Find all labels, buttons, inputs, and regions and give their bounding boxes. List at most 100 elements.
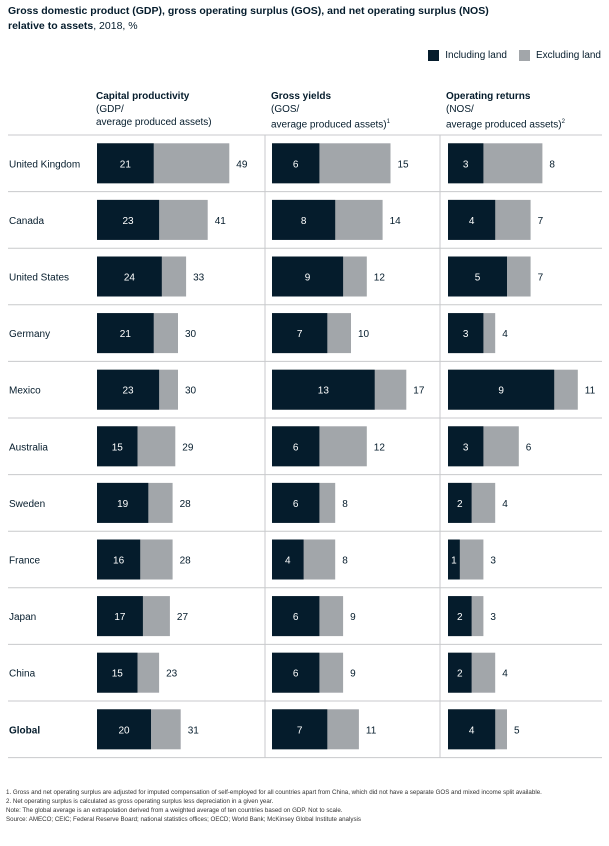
data-label-excluding: 14 bbox=[390, 216, 402, 227]
data-label-including: 5 bbox=[475, 273, 481, 284]
column-subtitle-line2: average produced assets) bbox=[96, 117, 212, 128]
data-label-including: 1 bbox=[451, 556, 457, 567]
chart-title: Gross domestic product (GDP), gross oper… bbox=[8, 4, 603, 34]
data-label-including: 4 bbox=[285, 556, 291, 567]
category-label: Germany bbox=[9, 329, 50, 340]
data-label-including: 19 bbox=[117, 499, 129, 510]
bar-including-land bbox=[97, 256, 162, 297]
data-label-excluding: 8 bbox=[342, 499, 348, 510]
bar-including-land bbox=[272, 256, 344, 297]
bar-including-land bbox=[448, 482, 472, 523]
chart-title-line2: relative to assets, 2018, % bbox=[8, 19, 603, 34]
data-label-including: 6 bbox=[293, 499, 299, 510]
data-label-including: 3 bbox=[463, 329, 469, 340]
bar-including-land bbox=[97, 369, 160, 410]
footnote-ref-1: 1 bbox=[386, 119, 390, 125]
category-label: Sweden bbox=[9, 499, 45, 510]
data-label-excluding: 4 bbox=[502, 669, 508, 680]
category-label: Australia bbox=[9, 442, 48, 453]
footnotes: 1. Gross and net operating surplus are a… bbox=[6, 788, 604, 824]
chart-title-line1: Gross domestic product (GDP), gross oper… bbox=[8, 5, 489, 17]
data-label-excluding: 4 bbox=[502, 499, 508, 510]
data-label-excluding: 6 bbox=[526, 442, 532, 453]
bar-including-land bbox=[448, 709, 496, 750]
data-label-including: 15 bbox=[112, 669, 124, 680]
bar-including-land bbox=[272, 709, 328, 750]
category-label: Japan bbox=[9, 612, 36, 623]
chart-title-bold-part: relative to assets bbox=[8, 20, 94, 32]
data-label-including: 6 bbox=[293, 612, 299, 623]
data-label-excluding: 29 bbox=[182, 442, 194, 453]
data-label-including: 24 bbox=[124, 273, 136, 284]
data-label-excluding: 49 bbox=[236, 159, 248, 170]
column-title: Gross yields bbox=[271, 91, 332, 102]
legend-label-excluding: Excluding land bbox=[535, 50, 601, 61]
data-label-excluding: 7 bbox=[538, 216, 544, 227]
data-label-including: 9 bbox=[305, 273, 311, 284]
data-label-including: 2 bbox=[457, 669, 463, 680]
data-label-including: 7 bbox=[297, 329, 303, 340]
bar-including-land bbox=[448, 256, 507, 297]
bar-including-land bbox=[97, 313, 154, 354]
data-label-excluding: 11 bbox=[366, 725, 377, 736]
bar-including-land bbox=[97, 596, 143, 637]
footnote-1: 1. Gross and net operating surplus are a… bbox=[6, 789, 542, 796]
legend-swatch-including bbox=[428, 50, 440, 61]
footnote-ref-2: 2 bbox=[561, 119, 565, 125]
data-label-including: 6 bbox=[293, 669, 299, 680]
data-label-including: 23 bbox=[122, 386, 134, 397]
data-label-including: 9 bbox=[498, 386, 504, 397]
data-label-excluding: 10 bbox=[358, 329, 370, 340]
data-label-including: 2 bbox=[457, 612, 463, 623]
data-label-excluding: 28 bbox=[180, 556, 192, 567]
category-label: Canada bbox=[9, 216, 44, 227]
column-subtitle-line2: average produced assets) bbox=[446, 119, 562, 131]
data-label-including: 2 bbox=[457, 499, 463, 510]
bar-including-land bbox=[272, 313, 328, 354]
bar-including-land bbox=[97, 143, 154, 184]
bar-including-land bbox=[272, 652, 320, 693]
bar-including-land bbox=[448, 313, 484, 354]
bar-including-land bbox=[97, 709, 151, 750]
bar-including-land bbox=[97, 199, 160, 240]
footnote-source: Source: AMECO; CEIC; Federal Reserve Boa… bbox=[6, 816, 362, 823]
column-subtitle-line2: average produced assets) bbox=[271, 119, 387, 131]
bar-including-land bbox=[448, 652, 472, 693]
data-label-including: 23 bbox=[122, 216, 134, 227]
data-label-including: 13 bbox=[318, 386, 330, 397]
data-label-excluding: 12 bbox=[374, 442, 386, 453]
bar-including-land bbox=[448, 539, 460, 580]
data-label-excluding: 23 bbox=[166, 669, 178, 680]
data-label-excluding: 12 bbox=[374, 273, 386, 284]
data-label-excluding: 17 bbox=[413, 386, 425, 397]
data-label-including: 3 bbox=[463, 442, 469, 453]
bar-including-land bbox=[448, 426, 484, 467]
category-label: China bbox=[9, 669, 36, 680]
data-label-including: 17 bbox=[114, 612, 126, 623]
data-label-excluding: 28 bbox=[180, 499, 192, 510]
bar-including-land bbox=[97, 652, 138, 693]
data-label-excluding: 9 bbox=[350, 669, 356, 680]
data-label-including: 21 bbox=[120, 329, 132, 340]
category-label: Global bbox=[9, 725, 40, 736]
legend-label-including: Including land bbox=[445, 50, 507, 61]
category-label: United Kingdom bbox=[9, 159, 80, 170]
column-subtitle-line1: (GOS/ bbox=[271, 104, 300, 115]
data-label-including: 4 bbox=[469, 216, 475, 227]
data-label-including: 6 bbox=[293, 442, 299, 453]
data-label-excluding: 27 bbox=[177, 612, 189, 623]
category-label: United States bbox=[9, 273, 69, 284]
bar-including-land bbox=[97, 426, 138, 467]
data-label-excluding: 7 bbox=[538, 273, 544, 284]
bar-including-land bbox=[272, 539, 304, 580]
column-subtitle-line1: (GDP/ bbox=[96, 104, 124, 115]
footnote-note: Note: The global average is an extrapola… bbox=[6, 807, 343, 814]
data-label-including: 8 bbox=[301, 216, 307, 227]
data-label-excluding: 33 bbox=[193, 273, 205, 284]
bar-including-land bbox=[97, 482, 149, 523]
column-title: Capital productivity bbox=[96, 91, 190, 102]
bar-including-land bbox=[448, 199, 496, 240]
category-label: France bbox=[9, 556, 41, 567]
data-label-excluding: 8 bbox=[342, 556, 348, 567]
legend-item-including: Including land bbox=[428, 50, 507, 61]
